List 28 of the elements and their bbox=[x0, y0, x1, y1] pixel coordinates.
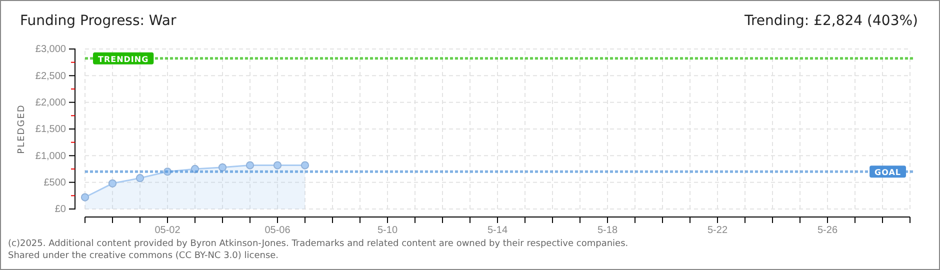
chart-title: Funding Progress: War bbox=[20, 13, 176, 29]
point bbox=[273, 161, 282, 170]
chart-subtitle: Trending: £2,824 (403%) bbox=[743, 13, 918, 29]
x-tick-label: 05-06 bbox=[264, 225, 291, 236]
y-tick-label: £2,000 bbox=[35, 98, 66, 109]
point bbox=[80, 193, 90, 202]
point bbox=[108, 179, 117, 188]
text: Shared under the creative commons (CC BY-NC 3.0) license. bbox=[8, 251, 279, 261]
x-tick-label: 5-26 bbox=[817, 225, 838, 236]
point bbox=[300, 161, 310, 170]
x-tick-label: 5-10 bbox=[377, 225, 398, 236]
x-tick-label: 05-02 bbox=[154, 225, 181, 236]
point bbox=[136, 174, 144, 182]
y-tick-label: £500 bbox=[44, 178, 66, 189]
x-tick-label: 5-22 bbox=[707, 225, 728, 236]
x-tick-label: 5-14 bbox=[487, 225, 508, 236]
y-tick-label: £3,000 bbox=[35, 44, 66, 56]
y-tick-label: £2,500 bbox=[35, 70, 66, 82]
y-tick-label: £0 bbox=[54, 204, 66, 216]
y-axis-title: PLEDGED bbox=[17, 104, 27, 154]
ref-line-label: GOAL bbox=[874, 168, 901, 178]
y-tick-label: £1,000 bbox=[35, 150, 66, 162]
text: (c)2025. Additional content provided by Byron Atkinson-Jones. Trademarks and related content are owned by their respective companies. bbox=[8, 239, 628, 249]
y-tick-label: £1,500 bbox=[35, 124, 66, 136]
point bbox=[246, 161, 254, 170]
x-tick-label: 5-18 bbox=[597, 225, 618, 236]
ref-line-label: TRENDING bbox=[98, 54, 149, 64]
point bbox=[218, 163, 227, 172]
